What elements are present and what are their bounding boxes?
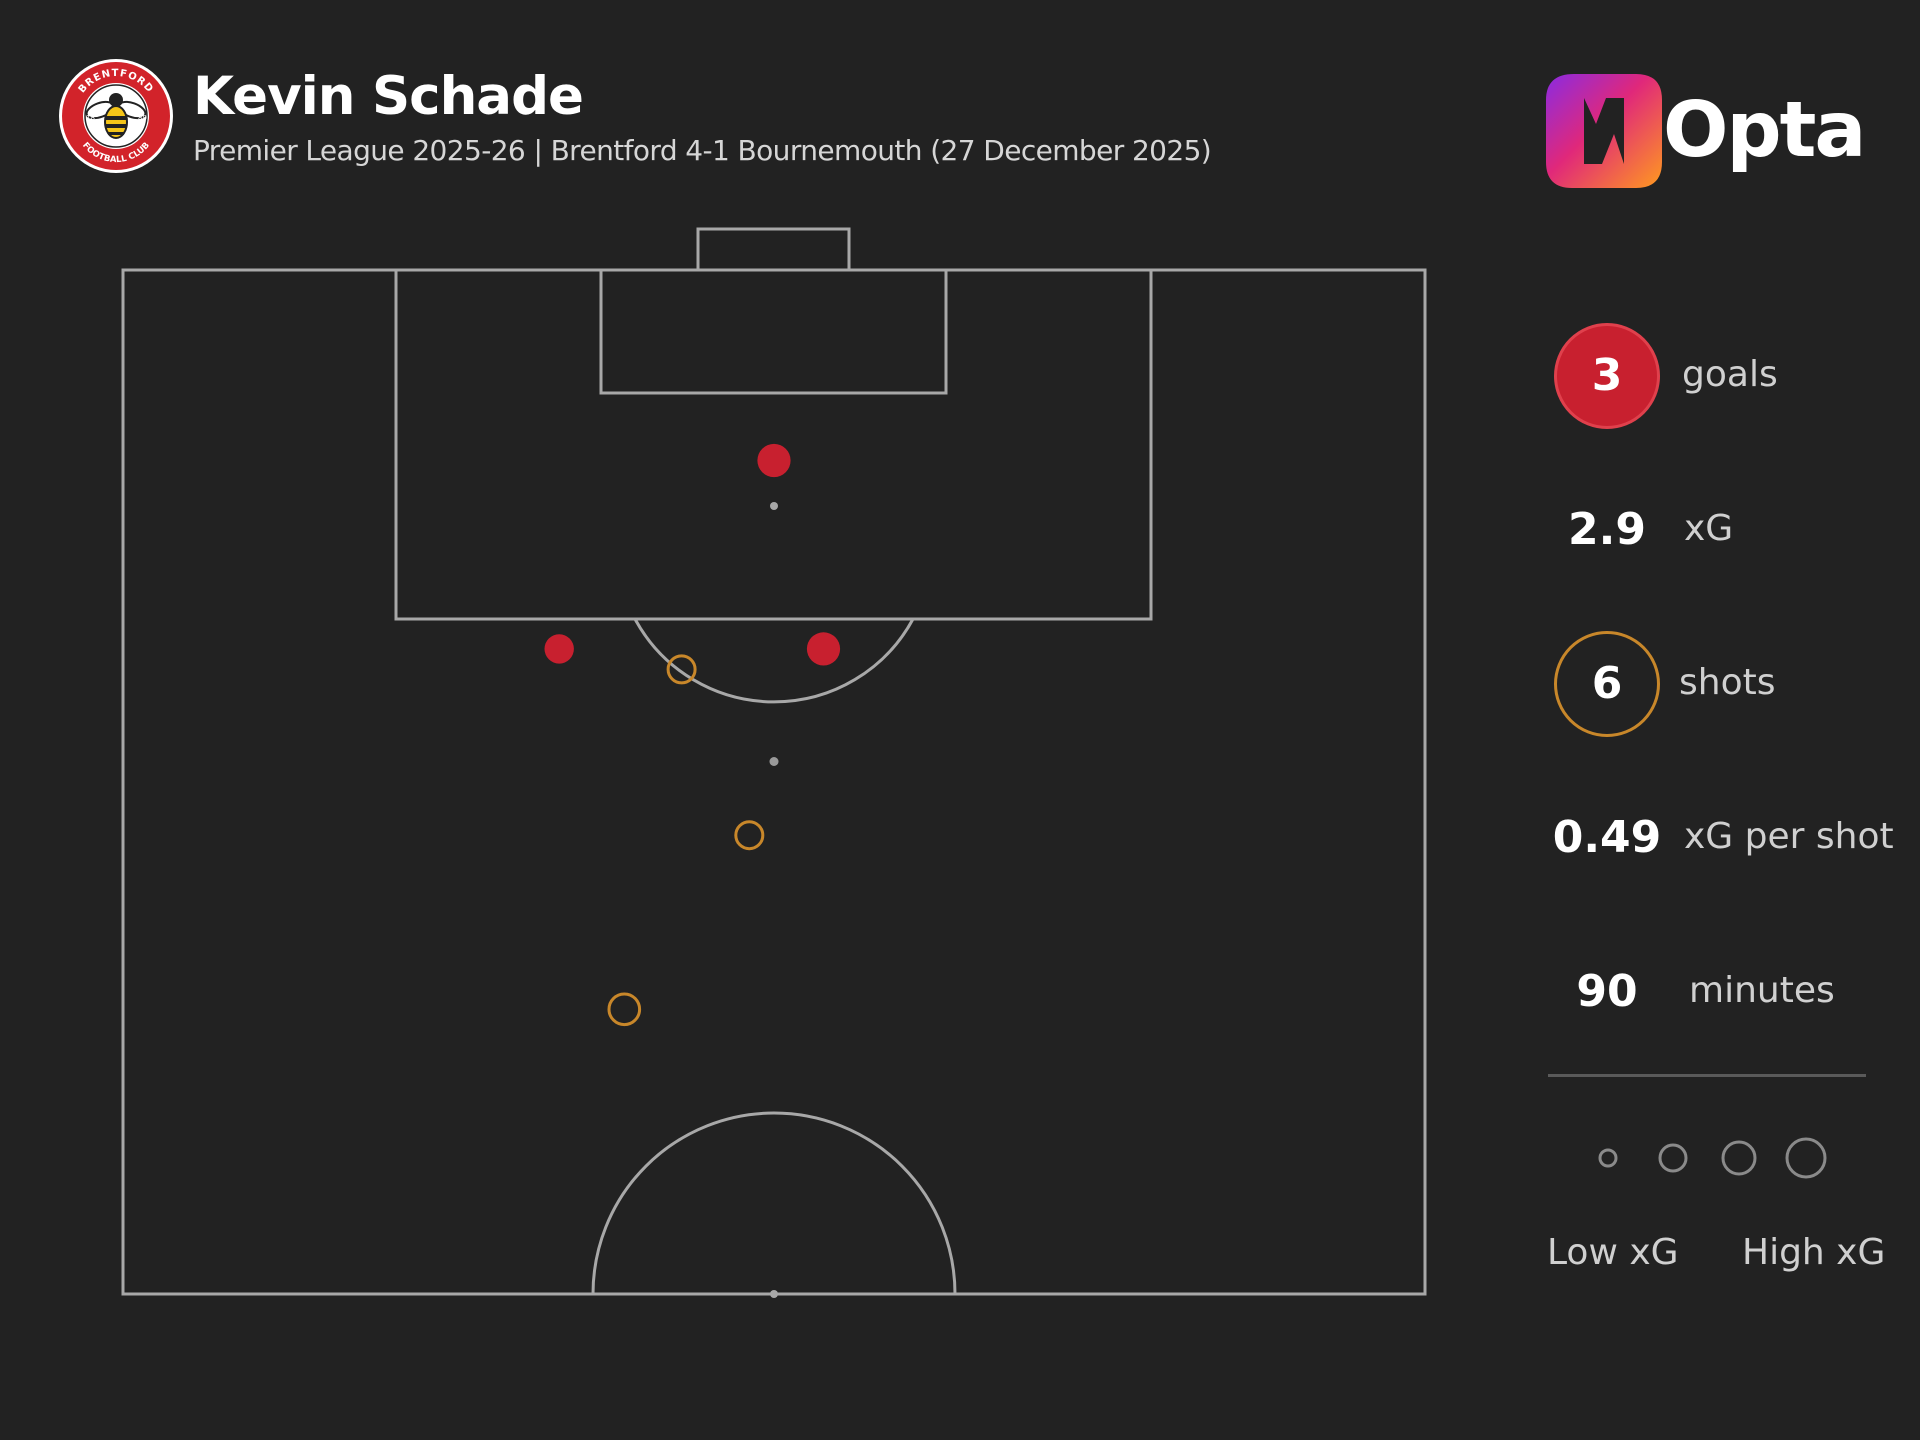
panel-divider	[1548, 1074, 1866, 1077]
centre-circle	[591, 1111, 957, 1295]
shot-map-pitch	[121, 227, 1427, 1298]
shots-value: 6	[1591, 658, 1623, 709]
shot-marker-goal-2	[544, 634, 574, 664]
opta-logo-icon	[1546, 74, 1662, 188]
crest-year-right: 89	[138, 114, 147, 122]
penalty-arc	[633, 618, 915, 704]
minutes-label: minutes	[1689, 970, 1835, 1011]
legend-circle-high	[1785, 1137, 1827, 1179]
legend-circle-low	[1598, 1148, 1618, 1168]
shot-marker-goal-1	[757, 443, 791, 478]
minutes-value: 90	[1576, 966, 1638, 1017]
shots-badge	[1554, 631, 1660, 737]
penalty-spot	[770, 502, 778, 510]
xg-size-legend	[1598, 1137, 1827, 1179]
xg-per-shot-value: 0.49	[1552, 812, 1662, 863]
legend-circle-mid-low	[1658, 1143, 1688, 1173]
centre-spot	[770, 1290, 778, 1298]
pitch-outline	[121, 268, 1427, 1296]
goals-value: 3	[1591, 350, 1623, 401]
player-name: Kevin Schade	[193, 66, 584, 127]
xg-value: 2.9	[1568, 504, 1646, 555]
legend-high-label: High xG	[1742, 1232, 1886, 1273]
crest-year-left: 18	[86, 114, 95, 122]
goal	[696, 227, 851, 272]
shot-marker-goal-3	[806, 632, 841, 666]
shot-marker-shot-4	[666, 654, 697, 685]
shot-marker-shot-6	[734, 820, 765, 851]
goals-badge	[1554, 323, 1660, 429]
goals-label: goals	[1682, 354, 1778, 395]
xg-label: xG	[1684, 508, 1734, 549]
shot-marker-blocked-5	[769, 757, 779, 766]
legend-circle-mid-high	[1721, 1140, 1757, 1176]
brentford-crest-icon: 18 89 BRENTFORD FOOTBALL CLUB	[59, 59, 173, 173]
opta-wordmark: Opta	[1663, 86, 1866, 175]
match-subtitle: Premier League 2025-26 | Brentford 4-1 B…	[193, 134, 1212, 167]
shot-marker-shot-7	[607, 992, 642, 1027]
shots-label: shots	[1679, 662, 1776, 703]
xg-per-shot-label: xG per shot	[1684, 816, 1894, 857]
shots-layer	[544, 443, 841, 1027]
six-yard-box	[599, 268, 948, 395]
legend-low-label: Low xG	[1547, 1232, 1679, 1273]
